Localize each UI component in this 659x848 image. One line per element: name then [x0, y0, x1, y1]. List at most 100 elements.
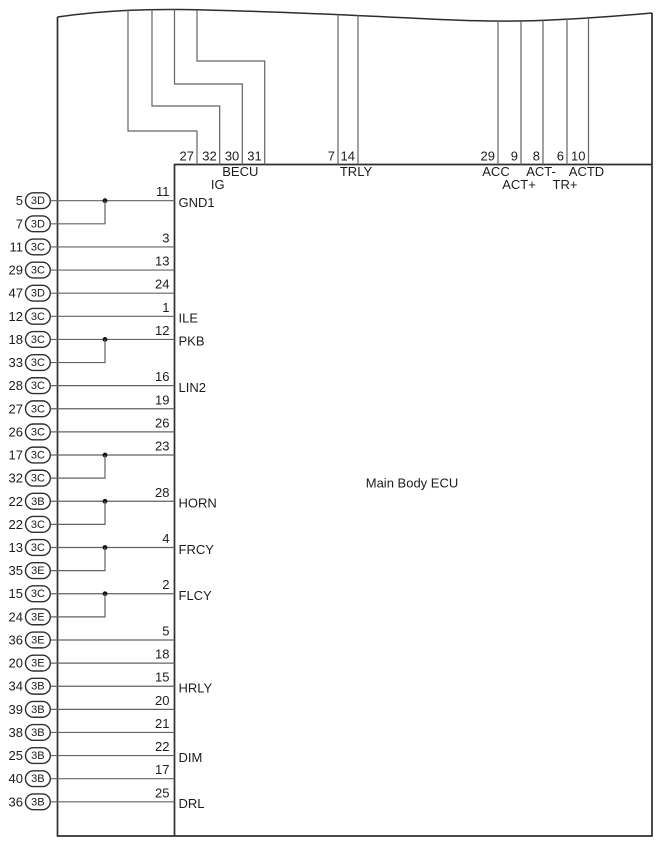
top-pin-wire: [196, 10, 266, 165]
connector-oval: [24, 330, 51, 349]
connector-code: 3E: [31, 565, 44, 577]
connector-terminal-number: 33: [9, 355, 23, 370]
connector-oval: [24, 793, 51, 811]
connector-oval: [24, 423, 51, 441]
connector-code: 3C: [31, 357, 45, 369]
connector-oval: [24, 654, 51, 672]
ecu-pin-number: 1: [162, 300, 169, 315]
ecu-pin-number: 24: [155, 277, 169, 292]
signal-label: HRLY: [179, 681, 213, 696]
connector-terminal-number: 15: [9, 586, 23, 601]
connector-terminal-number: 28: [9, 378, 23, 393]
joined-wire: [50, 455, 106, 479]
connector-terminal-number: 11: [10, 239, 24, 254]
connector-terminal-number: 36: [9, 794, 23, 809]
top-pin-label: TRLY: [340, 164, 373, 179]
connector-oval: [24, 631, 51, 649]
connector-oval: [24, 261, 51, 279]
top-pin-label: ACC: [482, 164, 509, 179]
ecu-pin-number: 2: [162, 577, 169, 592]
connector-oval: [24, 400, 51, 418]
connector-terminal-number: 17: [9, 448, 23, 463]
joined-wire: [50, 200, 106, 225]
top-pin-label: ACT+: [502, 177, 536, 192]
ecu-pin-number: 16: [155, 369, 169, 384]
connector-oval: [24, 677, 51, 695]
connector-oval: [24, 608, 51, 626]
connector-oval: [24, 215, 51, 233]
connector-oval: [24, 746, 51, 765]
top-pin-wire: [173, 9, 243, 165]
connector-oval: [24, 538, 51, 557]
top-pin-wire: [127, 10, 198, 165]
connector-code: 3C: [31, 311, 45, 323]
connector-terminal-number: 7: [16, 216, 23, 231]
signal-label: HORN: [179, 496, 217, 511]
connector-terminal-number: 22: [9, 494, 23, 509]
ecu-pin-number: 21: [155, 716, 169, 731]
connector-code: 3E: [31, 611, 44, 623]
connector-code: 3E: [31, 658, 44, 670]
ecu-pin-number: 26: [155, 415, 169, 430]
connector-oval: [24, 515, 51, 533]
ecu-title: Main Body ECU: [366, 476, 458, 491]
joined-wire: [50, 547, 106, 572]
connector-code: 3C: [31, 588, 45, 600]
torn-edge: [57, 8, 653, 22]
signal-label: LIN2: [179, 380, 206, 395]
connector-oval: [24, 770, 51, 788]
top-pin-wire: [151, 9, 221, 165]
top-pin-label: BECU: [222, 164, 258, 179]
connector-terminal-number: 24: [9, 609, 23, 624]
ecu-pin-number: 17: [155, 762, 169, 777]
signal-label: FRCY: [179, 542, 215, 557]
connector-code: 3B: [31, 681, 44, 693]
connector-code: 3B: [31, 773, 44, 785]
connector-code: 3C: [31, 241, 45, 253]
connector-oval: [24, 192, 51, 210]
connector-code: 3D: [31, 218, 45, 230]
connector-code: 3C: [31, 403, 45, 415]
signal-label: DRL: [179, 796, 205, 811]
connector-terminal-number: 18: [9, 332, 23, 347]
ecu-pin-number: 18: [155, 647, 169, 662]
connector-code: 3D: [31, 195, 45, 207]
connector-oval: [24, 585, 51, 603]
ecu-pin-number: 15: [155, 670, 169, 685]
top-pin-number: 32: [202, 149, 216, 164]
top-pin-label: ACT-: [526, 164, 556, 179]
connector-terminal-number: 29: [9, 263, 23, 278]
joined-wire: [50, 593, 106, 618]
top-pin-label: IG: [211, 177, 225, 192]
connector-code: 3B: [31, 496, 44, 508]
connector-code: 3B: [31, 727, 44, 739]
connector-code: 3D: [31, 288, 45, 300]
connector-oval: [24, 723, 51, 742]
connector-terminal-number: 47: [9, 286, 23, 301]
top-pin-number: 7: [328, 149, 335, 164]
connector-terminal-number: 20: [9, 656, 23, 671]
top-pin-number: 29: [481, 149, 495, 164]
connector-terminal-number: 12: [9, 309, 23, 324]
top-pin-number: 6: [557, 149, 564, 164]
top-pin-number: 10: [571, 149, 585, 164]
connector-terminal-number: 26: [9, 424, 23, 439]
top-pin-number: 8: [533, 149, 540, 164]
connector-code: 3C: [31, 473, 45, 485]
signal-label: ILE: [179, 311, 199, 326]
ecu-pin-number: 19: [155, 392, 169, 407]
top-pin-number: 31: [247, 149, 261, 164]
ecu-pin-number: 22: [155, 739, 169, 754]
signal-label: GND1: [179, 195, 215, 210]
connector-code: 3C: [31, 426, 45, 438]
connector-code: 3C: [31, 542, 45, 554]
ecu-pin-number: 12: [155, 323, 169, 338]
joined-wire: [50, 339, 106, 364]
connector-oval: [24, 562, 51, 580]
ecu-pin-number: 28: [155, 485, 169, 500]
connector-terminal-number: 35: [9, 563, 23, 578]
